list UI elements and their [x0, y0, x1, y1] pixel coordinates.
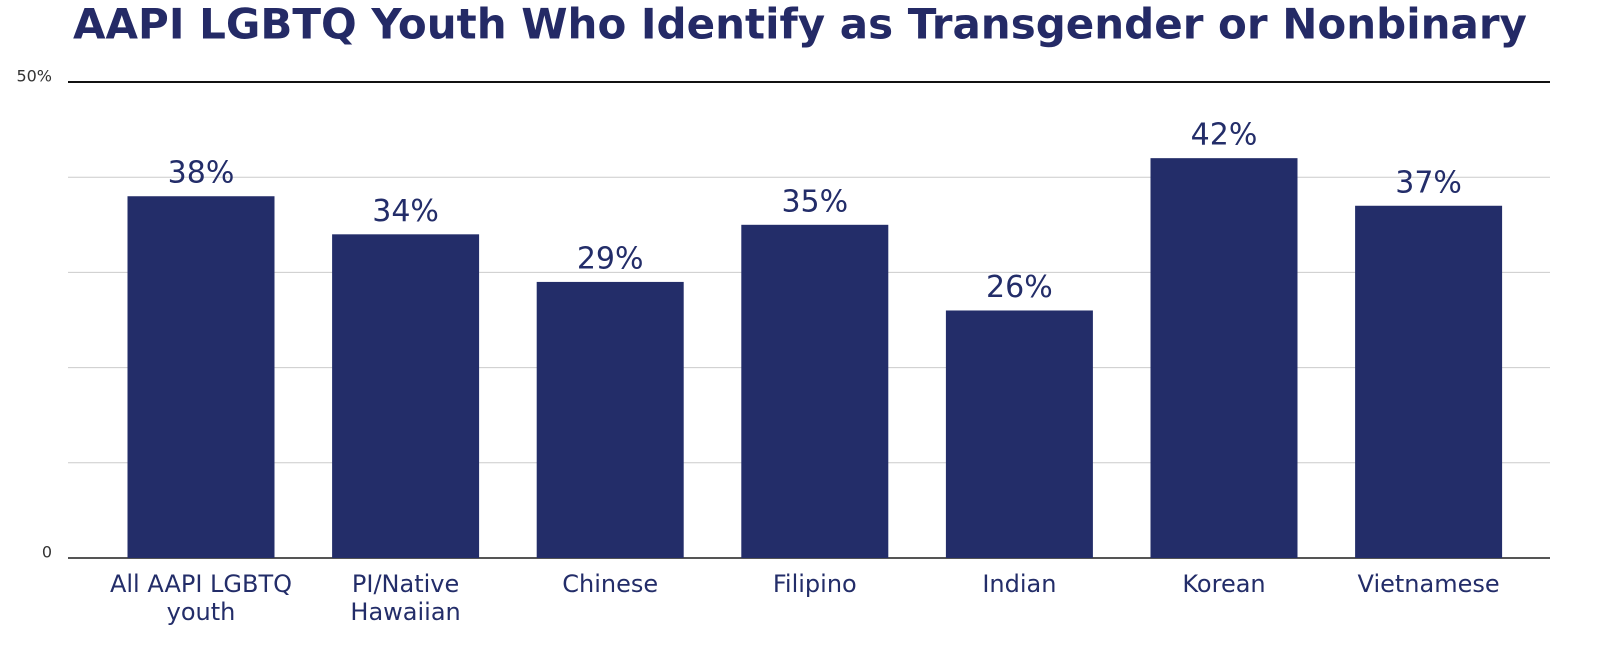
value-label: 26% — [986, 270, 1053, 305]
y-tick-label: 0 — [42, 543, 52, 562]
bar — [536, 281, 684, 558]
x-tick-label: Chinese — [562, 570, 659, 598]
bar — [945, 310, 1093, 558]
x-tick-label: Indian — [982, 570, 1057, 598]
value-label: 29% — [577, 241, 644, 276]
x-tick-label: Korean — [1182, 570, 1266, 598]
x-tick-label: Filipino — [772, 570, 857, 598]
x-tick-label: Vietnamese — [1357, 570, 1500, 598]
x-tick-label: PI/Native Hawaiian — [350, 570, 461, 626]
bar — [741, 224, 889, 559]
value-label: 34% — [372, 194, 439, 229]
value-label: 38% — [168, 156, 235, 191]
bar — [1150, 158, 1298, 558]
value-label: 35% — [781, 184, 848, 219]
bar — [1355, 205, 1503, 558]
x-tick-label: All AAPI LGBTQ youth — [109, 570, 293, 626]
value-label: 42% — [1191, 118, 1258, 153]
bar — [332, 234, 480, 558]
bar — [127, 196, 275, 559]
value-label: 37% — [1395, 165, 1462, 200]
chart-title: AAPI LGBTQ Youth Who Identify as Transge… — [73, 0, 1527, 49]
y-tick-label: 50% — [16, 67, 52, 86]
